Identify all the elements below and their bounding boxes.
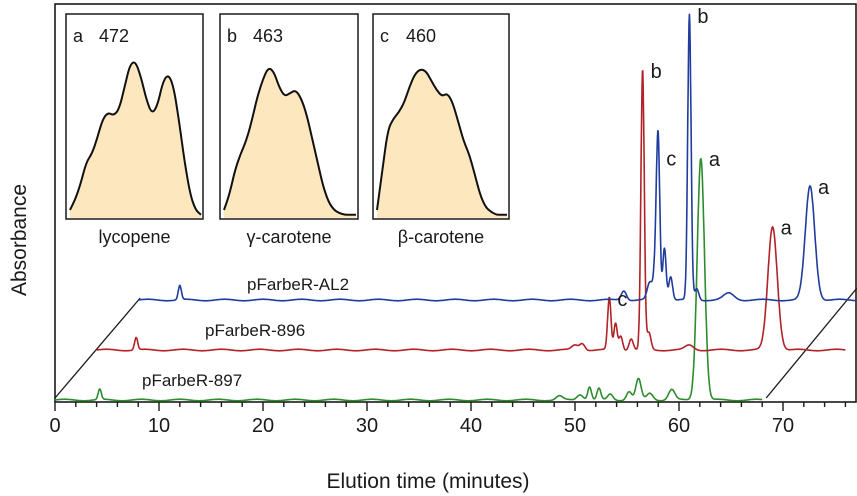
- inset-frame: [219, 13, 359, 220]
- inset-b: b 463 γ-carotene: [219, 13, 359, 247]
- inset-frame: [372, 13, 510, 220]
- spectrum-curve: [376, 68, 507, 216]
- peak-label-c: c: [666, 149, 676, 171]
- spectrum-curve: [69, 61, 202, 216]
- x-tick-label: 0: [49, 415, 60, 437]
- inset-lambda-max: 472: [99, 26, 129, 46]
- peak-label-c: c: [617, 289, 627, 311]
- inset-a: a 472 lycopene: [65, 13, 204, 247]
- trace-pfarber-897: [54, 158, 763, 402]
- inset-frame: [65, 13, 204, 220]
- trace-label-pfarber-896: pFarbeR-896: [205, 321, 305, 340]
- inset-lambda-max: 463: [253, 26, 283, 46]
- x-tick-label: 30: [356, 415, 378, 437]
- inset-letter: a: [73, 26, 84, 46]
- inset-lambda-max: 460: [406, 26, 436, 46]
- x-axis: 0 10 20 30 40 50 60 70: [49, 402, 847, 437]
- spectrum-fill: [377, 69, 507, 218]
- inset-letter: c: [380, 26, 389, 46]
- chromatogram-traces: [54, 13, 857, 402]
- x-tick-label: 50: [564, 415, 586, 437]
- inset-letter: b: [227, 26, 237, 46]
- y-axis-title: Absorbance: [8, 184, 31, 296]
- x-tick-label: 60: [668, 415, 690, 437]
- spectrum-curve: [223, 67, 356, 216]
- x-axis-title: Elution time (minutes): [326, 470, 529, 493]
- spectrum-fill: [70, 61, 201, 219]
- peak-label-b: b: [651, 61, 662, 83]
- peak-label-a: a: [781, 218, 793, 240]
- perspective-guides: [54, 287, 857, 399]
- spectrum-insets: a 472 lycopene b 463 γ-carotene c 460 β-carotene: [65, 13, 510, 247]
- right-depth-line: [765, 287, 857, 399]
- trace-pfarber-al2: [137, 13, 857, 302]
- plot-border: [54, 3, 857, 403]
- trace-pfarber-896: [96, 70, 846, 352]
- inset-compound-name: lycopene: [98, 227, 170, 247]
- trace-label-pfarber-al2: pFarbeR-AL2: [247, 275, 349, 294]
- peak-label-b: b: [697, 6, 708, 28]
- trace-labels: pFarbeR-897 pFarbeR-896 pFarbeR-AL2: [142, 275, 349, 390]
- plot-frame: [54, 3, 857, 403]
- left-depth-line: [54, 297, 141, 399]
- spectrum-fill: [224, 67, 356, 218]
- inset-c: c 460 β-carotene: [372, 13, 510, 247]
- peak-labels: a c b a c b a: [617, 6, 830, 311]
- x-tick-label: 40: [460, 415, 482, 437]
- x-tick-label: 20: [252, 415, 274, 437]
- inset-compound-name: γ-carotene: [246, 227, 331, 247]
- x-tick-label: 10: [148, 415, 170, 437]
- x-tick-label: 70: [772, 415, 794, 437]
- inset-compound-name: β-carotene: [398, 227, 484, 247]
- peak-label-a: a: [709, 149, 721, 171]
- trace-label-pfarber-897: pFarbeR-897: [142, 371, 242, 390]
- peak-label-a: a: [818, 177, 830, 199]
